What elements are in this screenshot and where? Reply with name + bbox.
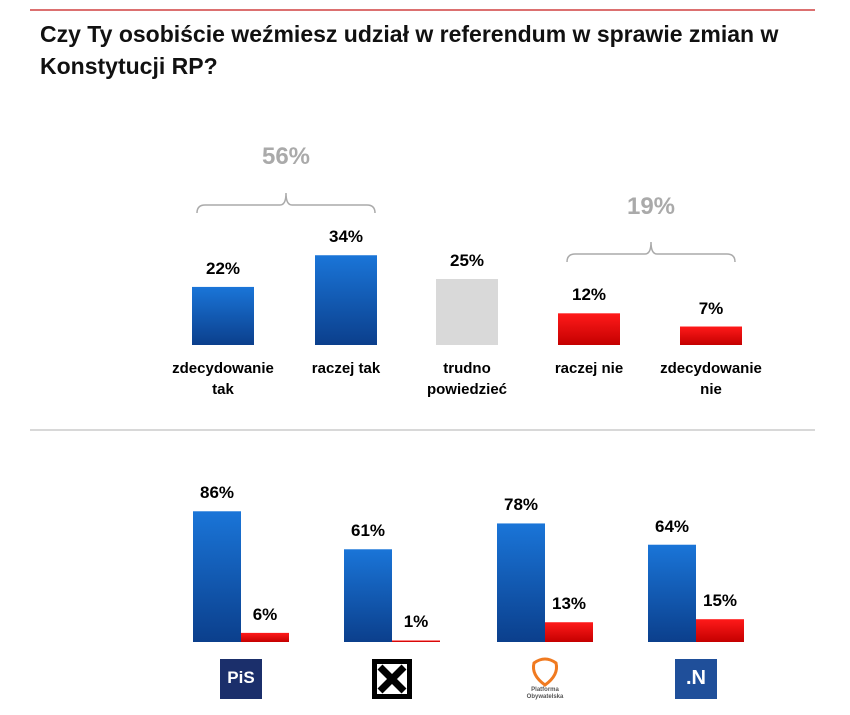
value-label: 25% bbox=[449, 251, 485, 270]
bar bbox=[545, 622, 593, 642]
category-label: zdecydowanie tak bbox=[172, 360, 274, 398]
bar bbox=[436, 279, 498, 345]
value-label: 78% bbox=[503, 495, 539, 515]
bar bbox=[696, 619, 744, 642]
category-logo-label: Platforma Obywatelska bbox=[526, 687, 564, 700]
bar bbox=[344, 549, 392, 642]
bar bbox=[680, 326, 742, 345]
value-label: 64% bbox=[654, 516, 690, 536]
value-label: 61% bbox=[350, 521, 386, 541]
category-label: trudno powiedzieć bbox=[426, 360, 508, 398]
chart-title: Czy Ty osobiście weźmiesz udział w refer… bbox=[40, 21, 779, 79]
bar bbox=[558, 313, 620, 345]
value-label: 6% bbox=[252, 604, 278, 624]
category-logo-label: PiS bbox=[227, 668, 255, 687]
logo-pis bbox=[220, 659, 262, 699]
value-label: 1% bbox=[403, 612, 429, 632]
category-label: zdecydowanie nie bbox=[660, 360, 762, 398]
value-label: 15% bbox=[702, 591, 738, 611]
bar bbox=[392, 640, 440, 642]
bar bbox=[193, 511, 241, 642]
logo-n bbox=[675, 659, 717, 699]
value-label: 86% bbox=[199, 483, 235, 503]
value-label: 13% bbox=[551, 594, 587, 614]
bar bbox=[241, 632, 289, 642]
annotation: 19% bbox=[626, 193, 676, 220]
logo-kukiz bbox=[372, 659, 412, 699]
bracket bbox=[566, 241, 736, 263]
bracket bbox=[196, 192, 376, 214]
value-label: 12% bbox=[571, 285, 607, 305]
category-label: raczej tak bbox=[311, 360, 381, 377]
bar bbox=[648, 544, 696, 642]
value-label: 7% bbox=[698, 298, 724, 318]
logo-po bbox=[532, 657, 558, 687]
category-logo-label: .N bbox=[686, 667, 706, 689]
value-label: 22% bbox=[205, 258, 241, 278]
value-label: 34% bbox=[328, 227, 364, 247]
category-label: raczej nie bbox=[554, 360, 624, 377]
bar bbox=[497, 523, 545, 642]
bar bbox=[315, 255, 377, 345]
bar bbox=[192, 286, 254, 345]
annotation: 56% bbox=[261, 143, 311, 170]
